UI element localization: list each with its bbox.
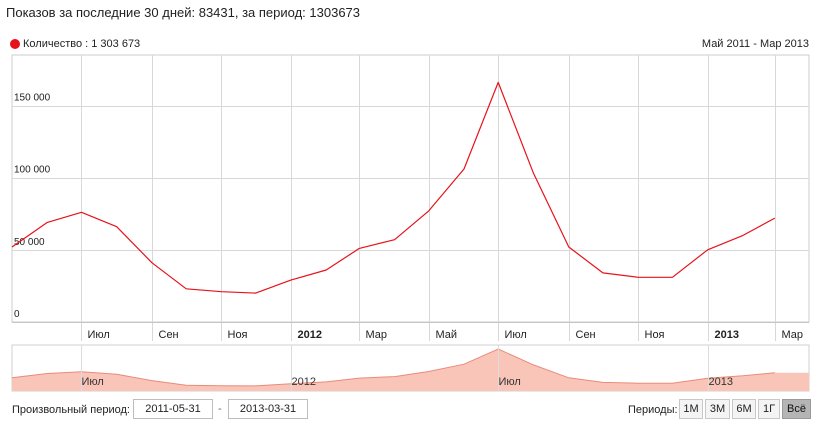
x-tick-label: Июл: [505, 329, 527, 341]
legend-series-marker: [10, 39, 20, 49]
navigator-area: [12, 349, 809, 391]
date-to-input[interactable]: [228, 399, 308, 419]
date-from-input[interactable]: [133, 399, 213, 419]
line-chart[interactable]: Июл Сен Ноя 2012 Мар Май Июл Сен Ноя 2013 Мар 0 50 0…: [0, 0, 822, 398]
x-tick-label: Мар: [366, 329, 388, 341]
chart-legend[interactable]: Количество : 1 303 673: [10, 38, 140, 50]
custom-period-label: Произвольный период:: [12, 404, 130, 416]
period-button-6m[interactable]: 6М: [732, 399, 756, 419]
period-controls: Произвольный период: - Периоды: 1М 3М 6М…: [0, 398, 822, 424]
x-tick-label: Ноя: [228, 329, 248, 341]
periods-label: Периоды:: [628, 404, 678, 416]
navigator-label: 2012: [292, 376, 316, 388]
x-tick-label: Сен: [576, 329, 596, 341]
period-button-1m[interactable]: 1М: [679, 399, 703, 419]
date-range-separator: -: [218, 403, 222, 415]
period-button-1y[interactable]: 1Г: [758, 399, 780, 419]
series-line: [11, 81, 776, 294]
legend-series-label: Количество : 1 303 673: [23, 38, 141, 50]
period-button-3m[interactable]: 3М: [705, 399, 730, 419]
period-button-all[interactable]: Всё: [782, 399, 811, 419]
x-tick-label: Май: [436, 329, 458, 341]
navigator-label: Июл: [82, 376, 104, 388]
navigator-label: 2013: [709, 376, 733, 388]
navigator-label: Июл: [499, 376, 521, 388]
x-tick-label: 2012: [298, 329, 322, 341]
y-tick-label: 150 000: [14, 93, 51, 104]
date-range-label: Май 2011 - Мар 2013: [701, 38, 809, 50]
x-tick-label: Сен: [159, 329, 179, 341]
x-tick-label: Июл: [88, 329, 110, 341]
x-tick-label: Мар: [782, 329, 804, 341]
page-title: Показов за последние 30 дней: 83431, за …: [6, 5, 361, 20]
y-tick-label: 50 000: [14, 237, 45, 248]
x-tick-label: 2013: [715, 329, 739, 341]
x-tick-label: Ноя: [645, 329, 665, 341]
y-tick-label: 0: [14, 309, 20, 320]
y-tick-label: 100 000: [14, 165, 51, 176]
plot-area: [11, 54, 810, 323]
navigator-line: [11, 348, 775, 387]
